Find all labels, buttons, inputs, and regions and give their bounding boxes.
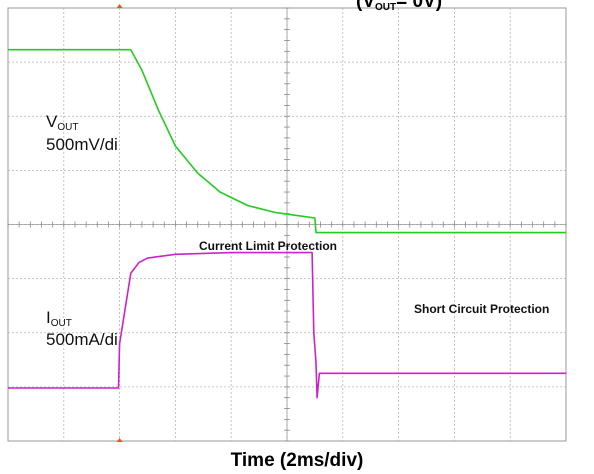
trigger-markers — [116, 4, 123, 442]
short-circuit-annotation: Short Circuit Protection — [414, 302, 550, 316]
chart-grid — [7, 7, 567, 442]
x-axis-label: Time (2ms/div) — [230, 450, 364, 471]
vout-label: VOUT — [46, 112, 79, 133]
chart-title-fragment: (VOUT= 0V) — [356, 0, 443, 13]
vout-trace — [8, 48, 566, 234]
chart-traces — [8, 48, 566, 399]
trigger-marker-bottom — [116, 438, 123, 442]
current-limit-annotation: Current Limit Protection — [199, 239, 338, 253]
iout-scale-label: 500mA/di — [46, 330, 118, 349]
iout-trace — [8, 251, 566, 399]
iout-label: IOUT — [46, 308, 72, 329]
vout-scale-label: 500mV/di — [46, 135, 118, 154]
trigger-marker-top — [116, 4, 123, 8]
